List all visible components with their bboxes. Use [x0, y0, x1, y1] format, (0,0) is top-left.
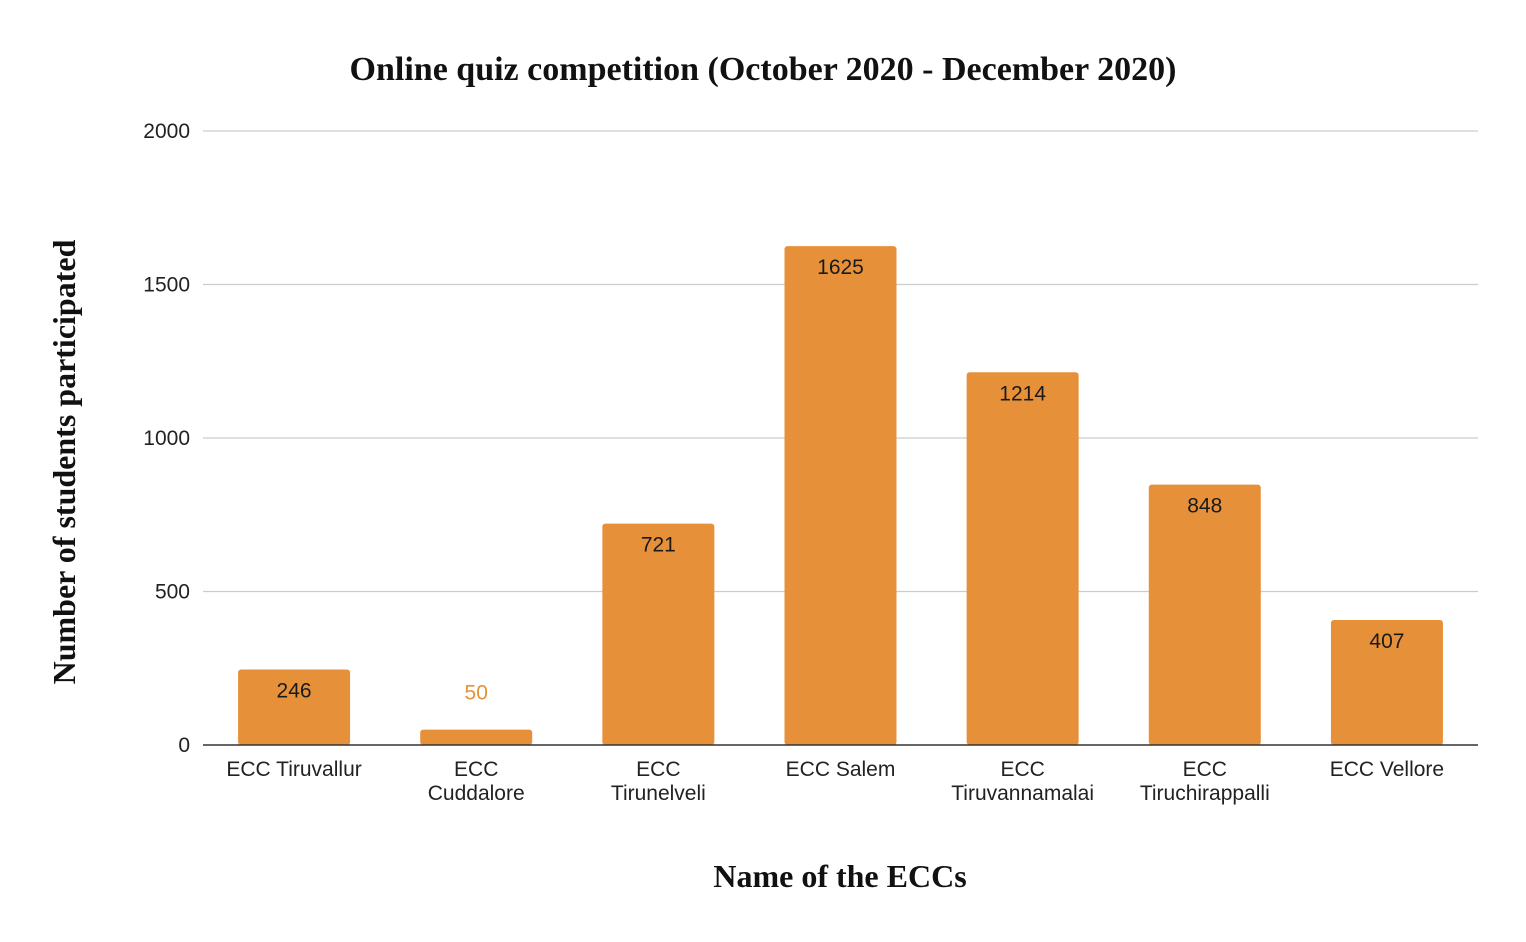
x-category-label: ECC	[454, 758, 498, 781]
x-category-label: ECC Salem	[786, 758, 896, 781]
bar	[1330, 620, 1443, 745]
data-label: 246	[277, 679, 312, 702]
x-axis-categories: ECC Tiruvallur ECCCuddaloreECCTirunelveli…	[226, 758, 1444, 805]
x-category-label: Cuddalore	[428, 782, 525, 805]
x-category-label: ECC Vellore	[1330, 758, 1444, 781]
chart-title: Online quiz competition (October 2020 - …	[350, 51, 1177, 88]
x-category-label: ECC	[1183, 758, 1227, 781]
data-labels: 246 50 721 1625 1214 848 407	[277, 256, 1405, 705]
x-category-label: Tiruchirappalli	[1140, 782, 1270, 805]
data-label: 721	[641, 534, 676, 557]
data-label: 848	[1187, 495, 1222, 518]
bar	[784, 246, 897, 745]
bars	[238, 246, 1443, 745]
y-axis-ticks: 0 500 1000 1500 2000	[143, 120, 190, 757]
data-label: 1625	[817, 256, 864, 279]
x-category-label: Tiruvannamalai	[951, 782, 1094, 805]
y-tick-label: 1000	[143, 427, 190, 450]
y-tick-label: 500	[155, 581, 190, 604]
bar	[966, 372, 1079, 745]
x-category-label: Tirunelveli	[611, 782, 706, 805]
data-label: 1214	[999, 382, 1046, 405]
x-category-label: ECC Tiruvallur	[226, 758, 361, 781]
y-tick-label: 0	[178, 734, 190, 757]
data-label: 50	[465, 682, 488, 705]
y-tick-label: 1500	[143, 274, 190, 297]
x-category-label: ECC	[1000, 758, 1044, 781]
x-axis-title: Name of the ECCs	[713, 858, 966, 894]
x-category-label: ECC	[636, 758, 680, 781]
bar	[602, 523, 715, 745]
y-tick-label: 2000	[143, 120, 190, 143]
bar	[238, 669, 351, 745]
bar	[1148, 484, 1261, 745]
data-label: 407	[1369, 630, 1404, 653]
bar	[420, 729, 533, 745]
y-axis-title: Number of students participated	[46, 239, 82, 684]
